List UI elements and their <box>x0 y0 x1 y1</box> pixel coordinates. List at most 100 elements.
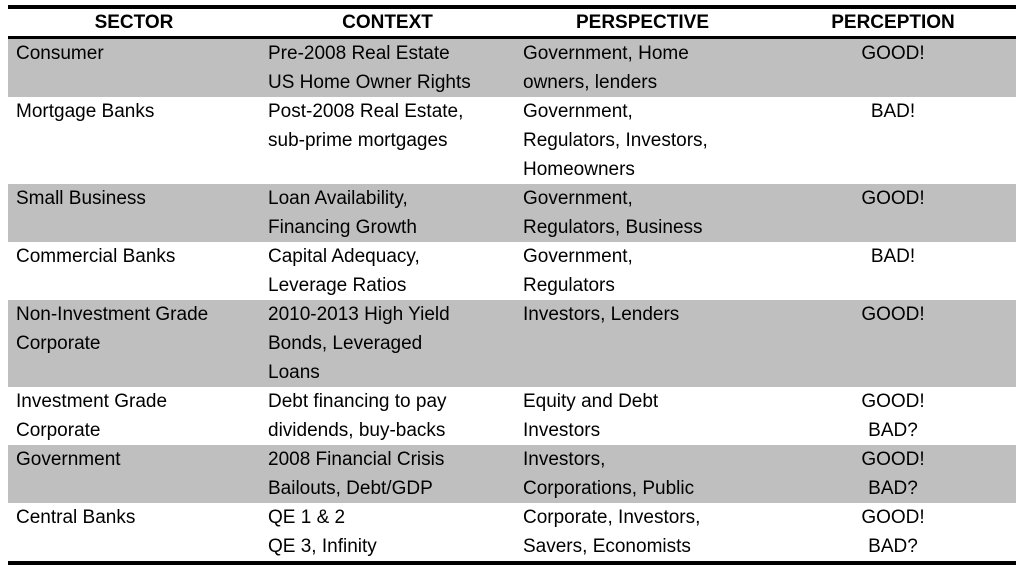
cell-line: BAD! <box>870 101 916 122</box>
cell-line: Pre-2008 Real Estate <box>268 43 450 64</box>
cell-perception: GOOD! BAD? <box>770 445 1016 503</box>
cell-line: 2008 Financial Crisis <box>268 449 445 470</box>
cell-line: Government, Home <box>523 43 689 64</box>
cell-perspective: Investors, Corporations, Public <box>515 445 770 503</box>
table-row: Investment Grade Corporate Debt financing … <box>8 387 1016 445</box>
cell-line: owners, lenders <box>523 72 658 93</box>
cell-line: Regulators <box>523 275 615 296</box>
cell-sector: Mortgage Banks <box>8 97 260 184</box>
cell-perception: BAD! <box>770 97 1016 184</box>
cell-line: Investment Grade <box>16 391 168 412</box>
cell-line: Corporate <box>16 420 101 441</box>
table-body: Consumer Pre-2008 Real Estate US Home Owne… <box>8 37 1016 563</box>
cell-line: Loans <box>268 362 320 383</box>
cell-line: Government, <box>523 246 633 267</box>
cell-line: Corporate <box>16 333 101 354</box>
cell-line: BAD! <box>870 246 916 267</box>
cell-line: Post-2008 Real Estate, <box>268 101 464 122</box>
header-sector: SECTOR <box>8 7 260 39</box>
cell-line: GOOD! <box>861 43 925 64</box>
cell-line: Commercial Banks <box>16 246 176 267</box>
cell-line: Government, <box>523 188 633 209</box>
cell-perspective: Corporate, Investors, Savers, Economists <box>515 503 770 563</box>
header-context: CONTEXT <box>260 7 515 39</box>
header-perception: PERCEPTION <box>770 7 1016 39</box>
cell-line: GOOD! <box>861 449 925 470</box>
cell-line: 2010-2013 High Yield <box>268 304 450 325</box>
table-row: Non-Investment Grade Corporate 2010-2013 H… <box>8 300 1016 387</box>
cell-line: GOOD! <box>861 507 925 528</box>
cell-line: Consumer <box>16 43 104 64</box>
header-perspective: PERSPECTIVE <box>515 7 770 39</box>
table-row: Mortgage Banks Post-2008 Real Estate, sub-… <box>8 97 1016 184</box>
cell-perspective: Government, Home owners, lenders <box>515 38 770 98</box>
cell-line: Central Banks <box>16 507 136 528</box>
cell-line: Investors, <box>523 449 606 470</box>
cell-line: Mortgage Banks <box>16 101 155 122</box>
cell-context: QE 1 & 2 QE 3, Infinity <box>260 503 515 563</box>
cell-perspective: Government, Regulators <box>515 242 770 300</box>
cell-perception: GOOD! BAD? <box>770 503 1016 563</box>
cell-line: Savers, Economists <box>523 536 691 557</box>
cell-line: Non-Investment Grade <box>16 304 209 325</box>
cell-perspective: Government, Regulators, Investors, Homeown… <box>515 97 770 184</box>
cell-perspective: Equity and Debt Investors <box>515 387 770 445</box>
cell-sector: Commercial Banks <box>8 242 260 300</box>
table-row: Government 2008 Financial Crisis Bailouts,… <box>8 445 1016 503</box>
cell-line: Small Business <box>16 188 146 209</box>
cell-sector: Investment Grade Corporate <box>8 387 260 445</box>
cell-context: Loan Availability, Financing Growth <box>260 184 515 242</box>
table-row: Consumer Pre-2008 Real Estate US Home Owne… <box>8 37 1016 98</box>
cell-sector: Non-Investment Grade Corporate <box>8 300 260 387</box>
cell-context: Debt financing to pay dividends, buy-back… <box>260 387 515 445</box>
cell-line: Government <box>16 449 121 470</box>
cell-sector: Consumer <box>8 38 260 98</box>
cell-line: Equity and Debt <box>523 391 659 412</box>
cell-line: Bonds, Leveraged <box>268 333 423 354</box>
cell-context: Capital Adequacy, Leverage Ratios <box>260 242 515 300</box>
cell-line: Government, <box>523 101 633 122</box>
cell-perspective: Investors, Lenders <box>515 300 770 387</box>
cell-line: GOOD! <box>861 304 925 325</box>
cell-context: Pre-2008 Real Estate US Home Owner Rights <box>260 38 515 98</box>
cell-line: BAD? <box>868 420 918 441</box>
cell-context: 2010-2013 High Yield Bonds, Leveraged Loan… <box>260 300 515 387</box>
cell-perception: GOOD! <box>770 38 1016 98</box>
cell-line: GOOD! <box>861 188 925 209</box>
cell-line: Regulators, Business <box>523 217 703 238</box>
table-row: Central Banks QE 1 & 2 QE 3, Infinity Corpo… <box>8 503 1016 563</box>
cell-line: Capital Adequacy, <box>268 246 420 267</box>
cell-perspective: Government, Regulators, Business <box>515 184 770 242</box>
cell-sector: Government <box>8 445 260 503</box>
cell-line: Financing Growth <box>268 217 417 238</box>
cell-line: BAD? <box>868 478 918 499</box>
cell-sector: Small Business <box>8 184 260 242</box>
cell-line: Investors, Lenders <box>523 304 680 325</box>
cell-line: Homeowners <box>523 159 635 180</box>
table-wrap: SECTOR CONTEXT PERSPECTIVE PERCEPTION Co… <box>8 5 1016 565</box>
cell-line: Debt financing to pay <box>268 391 447 412</box>
cell-line: BAD? <box>868 536 918 557</box>
cell-line: GOOD! <box>861 391 925 412</box>
cell-context: Post-2008 Real Estate, sub-prime mortgage… <box>260 97 515 184</box>
cell-line: sub-prime mortgages <box>268 130 448 151</box>
table-row: Commercial Banks Capital Adequacy, Leverag… <box>8 242 1016 300</box>
cell-line: Investors <box>523 420 601 441</box>
cell-line: Loan Availability, <box>268 188 408 209</box>
cell-line: US Home Owner Rights <box>268 72 471 93</box>
cell-line: Corporate, Investors, <box>523 507 701 528</box>
cell-line: Bailouts, Debt/GDP <box>268 478 433 499</box>
cell-line: dividends, buy-backs <box>268 420 446 441</box>
sector-perception-table: SECTOR CONTEXT PERSPECTIVE PERCEPTION Co… <box>8 5 1016 565</box>
cell-line: QE 3, Infinity <box>268 536 377 557</box>
cell-line: Corporations, Public <box>523 478 695 499</box>
table-header-row: SECTOR CONTEXT PERSPECTIVE PERCEPTION <box>8 7 1016 39</box>
cell-perception: GOOD! <box>770 300 1016 387</box>
table-row: Small Business Loan Availability, Financin… <box>8 184 1016 242</box>
cell-perception: BAD! <box>770 242 1016 300</box>
cell-line: Regulators, Investors, <box>523 130 708 151</box>
cell-perception: GOOD! <box>770 184 1016 242</box>
cell-line: Leverage Ratios <box>268 275 407 296</box>
cell-sector: Central Banks <box>8 503 260 563</box>
